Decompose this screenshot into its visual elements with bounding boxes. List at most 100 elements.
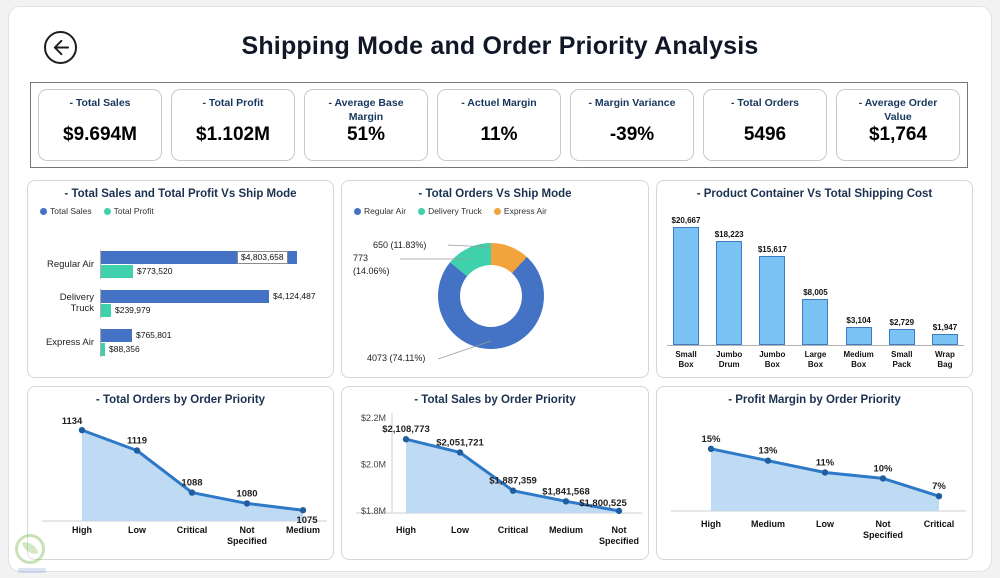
profit-bar[interactable] bbox=[101, 342, 105, 356]
category-label: High bbox=[701, 519, 721, 529]
line-chart-margin: 15% 13% 11% 10% 7% High Medium Low Not Specified C… bbox=[659, 409, 974, 564]
bar-group: $20,667 bbox=[667, 216, 705, 345]
bar[interactable] bbox=[931, 334, 958, 345]
legend-label: Regular Air bbox=[364, 206, 407, 216]
chart-title: - Total Orders by Order Priority bbox=[95, 394, 266, 406]
category-label: Low bbox=[816, 519, 835, 529]
panel-sales-profit-by-shipmode: - Total Sales and Total Profit Vs Ship M… bbox=[27, 180, 334, 378]
category-label: High bbox=[72, 525, 92, 535]
category-label: Regular Air bbox=[47, 258, 94, 270]
kpi-label: - Margin Variance bbox=[588, 97, 676, 109]
area-line-chart: 1134 1119 1088 1080 1075 High Low Critical NotSp… bbox=[42, 416, 327, 546]
kpi-label: - Average Base Margin bbox=[328, 97, 404, 123]
category-label: Critical bbox=[924, 519, 955, 529]
category-label: Small Box bbox=[675, 350, 697, 370]
bar-group: $1,947 bbox=[926, 323, 964, 345]
profit-bar[interactable] bbox=[101, 264, 133, 278]
data-point[interactable] bbox=[78, 426, 86, 434]
value-label: $88,356 bbox=[109, 344, 140, 354]
data-point[interactable] bbox=[821, 469, 829, 476]
value-label: 1080 bbox=[236, 488, 257, 499]
value-label: $773,520 bbox=[137, 266, 173, 276]
data-point[interactable] bbox=[764, 457, 772, 464]
category-label: Express Air bbox=[45, 336, 94, 348]
sales-bar[interactable] bbox=[101, 289, 269, 303]
data-point[interactable] bbox=[402, 436, 410, 443]
kpi-value: $9.694M bbox=[63, 124, 137, 145]
data-point[interactable] bbox=[299, 507, 307, 514]
value-label: $765,801 bbox=[136, 330, 172, 340]
y-tick-label: $2.0M bbox=[361, 460, 386, 470]
value-label: 1134 bbox=[62, 416, 83, 427]
category-label: Specified bbox=[227, 536, 267, 546]
donut-ring[interactable] bbox=[438, 243, 544, 349]
area-fill bbox=[406, 439, 619, 513]
bar[interactable] bbox=[888, 329, 915, 345]
leader-lines bbox=[400, 244, 492, 360]
value-label: $2,108,773 bbox=[382, 424, 430, 435]
hbar-plot: Regular Air $4,803,658 $773,520 Delivery Tr… bbox=[34, 249, 327, 366]
kpi-value: 5496 bbox=[743, 124, 787, 145]
watermark-text bbox=[18, 568, 46, 573]
value-label: $18,223 bbox=[714, 230, 744, 239]
data-point[interactable] bbox=[456, 449, 464, 456]
legend-item: Express Air bbox=[493, 206, 547, 216]
sales-bar[interactable] bbox=[101, 328, 132, 342]
value-label: 1119 bbox=[127, 436, 147, 447]
data-point[interactable] bbox=[707, 445, 715, 453]
data-point[interactable] bbox=[188, 489, 196, 496]
kpi-card: - Margin Variance -39% bbox=[570, 89, 694, 161]
leaf-logo-ring bbox=[15, 534, 45, 564]
value-label: 15% bbox=[701, 434, 721, 445]
category-label: Specified bbox=[863, 530, 903, 540]
data-point[interactable] bbox=[133, 447, 141, 454]
panel-orders-by-priority: - Total Orders by Order Priority 1134 111… bbox=[27, 386, 334, 560]
kpi-card: - Total Profit $1.102M bbox=[171, 89, 295, 161]
category-label: Jumbo Drum bbox=[716, 350, 743, 370]
legend-item: Total Sales bbox=[40, 206, 92, 216]
bar-group: $2,729 bbox=[883, 318, 921, 345]
data-point[interactable] bbox=[562, 498, 570, 505]
bar[interactable] bbox=[845, 327, 872, 345]
value-label: $3,104 bbox=[846, 316, 871, 325]
legend-label: Total Profit bbox=[113, 206, 154, 216]
legend-item: Total Profit bbox=[103, 206, 154, 216]
data-point[interactable] bbox=[879, 475, 887, 482]
value-label: $239,979 bbox=[115, 305, 151, 315]
value-label: $4,124,487 bbox=[273, 291, 316, 301]
line-chart-sales: $2.2M $2.0M $1.8M $2,108,773 $2,051,721 $1,88… bbox=[344, 409, 650, 564]
kpi-value: 51% bbox=[346, 124, 386, 146]
chart-title: - Profit Margin by Order Priority bbox=[728, 394, 901, 406]
data-point[interactable] bbox=[935, 492, 943, 500]
category-label: Medium bbox=[286, 525, 320, 535]
data-point[interactable] bbox=[615, 507, 623, 515]
kpi-card: - Average Base Margin 51% bbox=[304, 89, 428, 161]
kpi-value: -39% bbox=[609, 124, 655, 145]
legend-dot bbox=[354, 207, 361, 215]
bar[interactable] bbox=[673, 227, 699, 345]
legend-label: Total Sales bbox=[50, 206, 92, 216]
value-label: 1088 bbox=[181, 478, 202, 489]
bar[interactable] bbox=[759, 256, 786, 345]
area-fill bbox=[711, 448, 939, 511]
category-label: Small Pack bbox=[891, 350, 913, 370]
profit-bar[interactable] bbox=[101, 303, 111, 317]
legend-dot bbox=[103, 207, 111, 215]
column-chart: $20,667 $18,223 $15,617 $8,005 $3,104 $2,729 $… bbox=[657, 205, 972, 377]
category-label: Delivery Truck bbox=[59, 292, 94, 314]
bar-group: Express Air $765,801 $88,356 bbox=[34, 327, 327, 357]
bar-group: Regular Air $4,803,658 $773,520 bbox=[34, 249, 327, 279]
bar[interactable] bbox=[802, 299, 829, 345]
category-label: Jumbo Box bbox=[759, 350, 786, 370]
bar-group: $8,005 bbox=[796, 288, 834, 345]
value-label: $15,617 bbox=[757, 245, 787, 254]
chart-title: - Total Sales by Order Priority bbox=[414, 394, 576, 406]
donut-chart-area: Regular Air Delivery Truck Express Air 4073… bbox=[342, 205, 648, 377]
bar[interactable] bbox=[716, 241, 743, 345]
data-point[interactable] bbox=[509, 487, 517, 494]
legend: Total Sales Total Profit bbox=[40, 206, 333, 216]
back-button[interactable] bbox=[44, 31, 77, 64]
bar-group: $15,617 bbox=[753, 245, 791, 345]
line-chart-orders: 1134 1119 1088 1080 1075 High Low Critical Not Sp… bbox=[30, 409, 335, 564]
data-point[interactable] bbox=[243, 500, 251, 507]
